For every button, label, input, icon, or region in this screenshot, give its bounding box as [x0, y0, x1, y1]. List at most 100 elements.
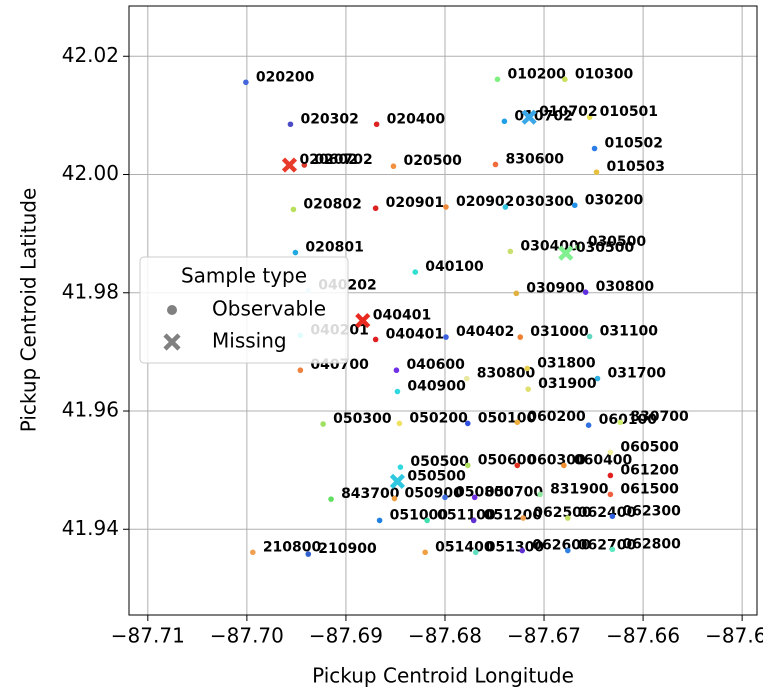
x-axis-label: Pickup Centroid Longitude: [312, 664, 574, 688]
point-label: 062600: [532, 538, 591, 554]
missing-point: [355, 312, 371, 329]
observable-point: [514, 462, 521, 469]
point-label: 031900: [538, 376, 597, 392]
observable-point: [424, 517, 430, 524]
x-tick-label: −87.68: [408, 624, 482, 648]
point-label: 051300: [486, 539, 545, 555]
point-label: 010501: [600, 104, 658, 120]
observable-point: [243, 79, 249, 86]
observable-point: [585, 422, 592, 429]
observable-point: [372, 336, 379, 343]
observable-point: [464, 420, 471, 427]
observable-point: [492, 161, 499, 168]
point-label: 830700: [630, 409, 689, 425]
point-label: 051400: [435, 539, 494, 555]
observable-point: [586, 333, 593, 340]
point-label: 010702: [539, 104, 597, 120]
observable-point: [609, 546, 616, 553]
legend-title: Sample type: [181, 264, 307, 288]
observable-point: [443, 334, 449, 340]
observable-point: [470, 517, 477, 524]
point-label: 050700: [485, 484, 544, 500]
observable-point: [412, 269, 419, 275]
point-label: 062500: [533, 505, 592, 521]
observable-point: [287, 121, 294, 128]
y-tick-label: 41.96: [62, 398, 119, 422]
observable-point: [607, 491, 614, 498]
observable-point: [594, 375, 601, 382]
observable-point: [565, 547, 571, 554]
point-label: 060300: [527, 452, 586, 468]
point-label: 051100: [437, 507, 496, 523]
point-label: 830600: [505, 151, 564, 167]
observable-point: [593, 169, 600, 175]
point-label: 051000: [390, 507, 449, 523]
point-label: 830800: [477, 365, 536, 381]
observable-point: [607, 472, 614, 479]
observable-point: [393, 367, 400, 374]
x-tick-label: −87.66: [606, 624, 680, 648]
point-label: 020200: [256, 69, 315, 85]
observable-point: [507, 248, 514, 255]
y-tick-label: 41.94: [62, 516, 119, 540]
y-tick-label: 42.00: [62, 161, 119, 185]
observable-point: [372, 205, 379, 212]
point-label: 020901: [386, 195, 444, 211]
point-label: 010200: [507, 66, 566, 82]
point-label: 210900: [318, 541, 377, 557]
y-axis-label: Pickup Centroid Latitude: [17, 188, 41, 433]
observable-point: [463, 375, 470, 382]
observable-point: [376, 517, 383, 524]
observable-point: [390, 163, 397, 170]
point-label: 030300: [515, 194, 574, 210]
point-label: 050500: [410, 454, 469, 470]
missing-point: [389, 473, 406, 489]
observable-point: [391, 495, 398, 502]
point-label: 031700: [608, 365, 667, 381]
observable-point: [422, 549, 428, 556]
point-label: 030200: [585, 192, 644, 208]
point-label: 010503: [607, 159, 665, 175]
observable-point: [525, 386, 531, 392]
point-label: 050300: [333, 411, 392, 427]
point-label: 062700: [578, 538, 637, 554]
point-label: 040402: [456, 324, 514, 340]
missing-point: [521, 109, 537, 125]
observable-point: [464, 462, 471, 469]
point-label: 050600: [478, 452, 537, 468]
point-label: 040401: [386, 326, 444, 342]
point-label: 060500: [620, 439, 679, 455]
observable-point: [396, 420, 403, 427]
point-label: 040401: [373, 308, 431, 324]
observable-point: [537, 491, 543, 498]
point-label: 010300: [575, 66, 634, 82]
point-label: 020500: [403, 153, 462, 169]
legend-marker: [167, 305, 177, 315]
x-tick-label: −87.67: [507, 624, 581, 648]
point-label: 051200: [484, 507, 543, 523]
observable-point: [586, 114, 593, 120]
missing-point: [558, 245, 574, 261]
point-label: 050900: [404, 486, 463, 502]
observable-point: [373, 121, 380, 128]
observable-point: [520, 515, 527, 521]
observable-point: [328, 496, 334, 502]
observable-point: [609, 513, 616, 520]
point-label: 061500: [620, 481, 679, 497]
point-label: 031100: [600, 324, 659, 340]
x-tick-label: −87.70: [210, 624, 284, 648]
point-label: 050100: [478, 410, 537, 426]
observable-point: [471, 494, 478, 501]
observable-point: [502, 204, 509, 210]
legend-box: [139, 256, 349, 364]
observable-point: [250, 549, 256, 556]
observable-point: [607, 449, 614, 456]
observable-point: [571, 202, 578, 209]
observable-point: [290, 206, 297, 213]
observable-point: [565, 515, 571, 521]
point-label: 030800: [596, 279, 655, 295]
observable-point: [617, 419, 624, 426]
observable-point: [591, 145, 598, 152]
observable-point: [320, 421, 326, 427]
